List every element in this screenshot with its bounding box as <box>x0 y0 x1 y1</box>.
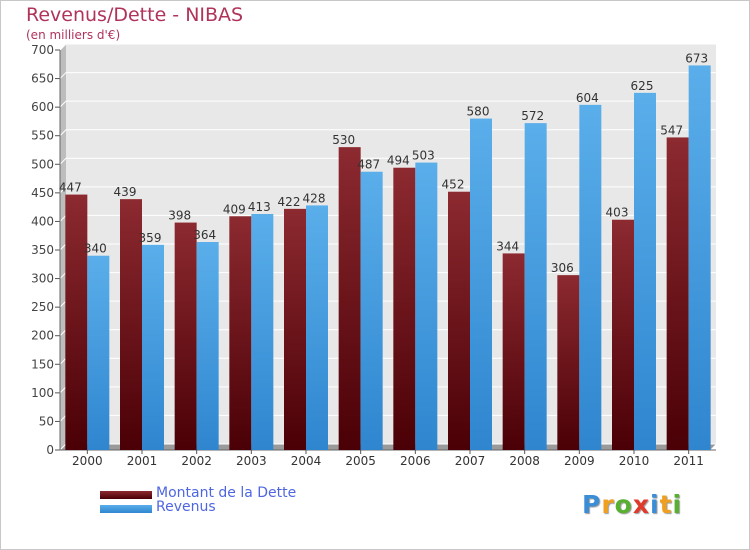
grid-line <box>59 43 716 51</box>
revenus-value-label: 364 <box>193 228 216 242</box>
legend-swatch-dette <box>100 491 152 499</box>
revenus-value-label: 428 <box>303 191 326 205</box>
y-tick-label: 400 <box>31 214 54 228</box>
dette-value-label: 403 <box>606 206 629 220</box>
dette-bar <box>557 275 580 450</box>
revenus-value-label: 580 <box>467 105 490 119</box>
y-tick-label: 550 <box>31 129 54 143</box>
y-tick-label: 700 <box>31 43 54 57</box>
dette-value-label: 409 <box>223 202 246 216</box>
revenus-bar <box>579 104 602 450</box>
revenus-bar <box>196 242 219 450</box>
dette-bar <box>229 216 252 450</box>
dette-value-label: 422 <box>278 195 301 209</box>
revenus-value-label: 340 <box>84 242 107 256</box>
dette-value-label: 447 <box>59 181 82 195</box>
x-tick-label: 2006 <box>400 454 431 468</box>
chart-title: Revenus/Dette - NIBAS <box>26 4 244 26</box>
revenus-value-label: 487 <box>357 158 380 172</box>
revenus-bar <box>415 162 438 451</box>
y-tick-label: 500 <box>31 157 54 171</box>
revenus-value-label: 604 <box>576 91 599 105</box>
revenus-bar <box>688 65 711 450</box>
dette-bar <box>612 219 634 450</box>
logo-letter: r <box>601 490 615 519</box>
y-tick-label: 0 <box>46 443 54 457</box>
dette-bar <box>174 222 197 450</box>
grid-line <box>59 157 716 165</box>
x-tick-label: 2007 <box>455 454 486 468</box>
logo-letter: x <box>632 490 650 519</box>
y-tick-label: 600 <box>31 100 54 114</box>
revenus-value-label: 413 <box>248 200 271 214</box>
revenus-bar <box>251 214 274 450</box>
dette-value-label: 530 <box>332 133 355 147</box>
dette-value-label: 494 <box>387 154 410 168</box>
dette-bar <box>120 199 142 450</box>
revenus-bar <box>142 244 164 450</box>
dette-bar <box>502 253 525 450</box>
dette-bar <box>666 137 689 450</box>
x-tick-label: 2001 <box>127 454 158 468</box>
grid-line <box>59 100 716 108</box>
revenus-value-label: 359 <box>139 231 162 245</box>
revenus-value-label: 625 <box>631 79 654 93</box>
revenus-bar <box>470 118 492 451</box>
dette-value-label: 344 <box>496 239 519 253</box>
dette-bar <box>393 167 416 450</box>
y-tick-label: 250 <box>31 300 54 314</box>
logo-letter: o <box>614 490 633 519</box>
revenus-bar <box>634 92 656 450</box>
x-tick-label: 2003 <box>236 454 267 468</box>
legend-label-dette: Montant de la Dette <box>156 485 297 501</box>
x-tick-label: 2009 <box>564 454 595 468</box>
plot-floor <box>60 444 716 450</box>
dette-value-label: 439 <box>114 185 137 199</box>
dette-bar <box>65 194 88 450</box>
x-tick-label: 2004 <box>291 454 322 468</box>
x-tick-label: 2011 <box>673 454 704 468</box>
revenus-value-label: 503 <box>412 149 435 163</box>
revenus-bar <box>306 205 328 450</box>
legend-label-revenus: Revenus <box>156 499 216 515</box>
dette-value-label: 547 <box>660 123 683 137</box>
y-tick-label: 450 <box>31 186 54 200</box>
y-tick-label: 200 <box>31 329 54 343</box>
x-tick-label: 2008 <box>509 454 540 468</box>
x-tick-label: 2002 <box>181 454 212 468</box>
grid-line <box>59 72 716 79</box>
dette-bar <box>284 208 306 450</box>
dette-bar <box>338 147 361 450</box>
logo-letter: t <box>659 490 673 519</box>
y-tick-label: 300 <box>31 272 54 286</box>
logo-letter: P <box>582 490 602 519</box>
revenus-bar <box>87 255 110 450</box>
y-tick-label: 350 <box>31 243 54 257</box>
grid-line <box>59 186 716 194</box>
x-tick-label: 2010 <box>619 454 650 468</box>
legend-swatch-revenus <box>100 505 152 513</box>
grid-line <box>59 129 716 137</box>
dette-bar <box>448 191 470 450</box>
dette-value-label: 452 <box>442 178 465 192</box>
revenus-bar <box>360 171 383 450</box>
y-tick-label: 650 <box>31 72 54 86</box>
logo-letter: i <box>650 490 660 519</box>
revenus-value-label: 673 <box>685 51 708 65</box>
y-tick-label: 150 <box>31 357 54 371</box>
dette-value-label: 306 <box>551 261 574 275</box>
proxiti-logo: Proxiti <box>582 490 682 519</box>
y-tick-label: 50 <box>39 414 54 428</box>
x-tick-label: 2000 <box>72 454 103 468</box>
revenus-bar <box>524 123 547 451</box>
dette-value-label: 398 <box>168 209 191 223</box>
revenus-value-label: 572 <box>521 109 544 123</box>
chart-subtitle: (en milliers d'€) <box>26 28 121 42</box>
logo-letter: i <box>672 490 683 519</box>
x-tick-label: 2005 <box>345 454 376 468</box>
y-tick-label: 100 <box>31 386 54 400</box>
